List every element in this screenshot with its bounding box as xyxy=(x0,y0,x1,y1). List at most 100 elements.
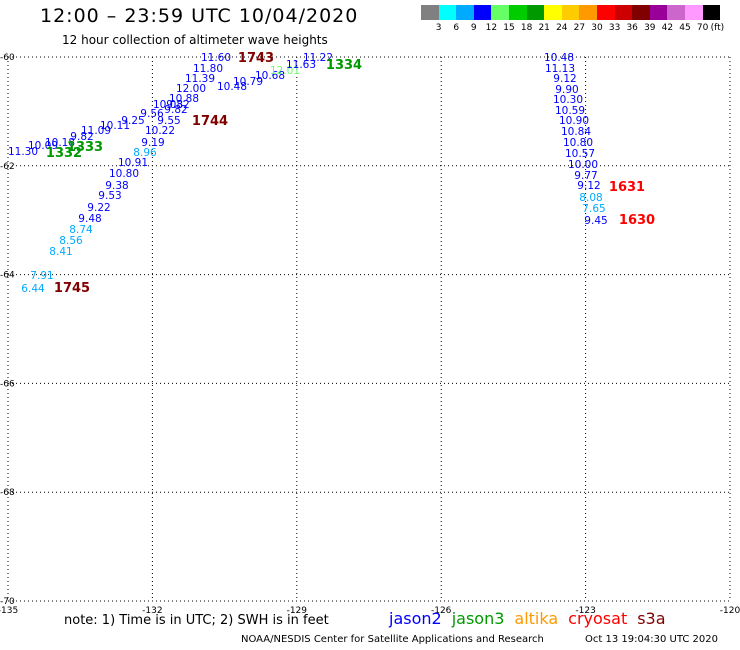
colorbar-swatch xyxy=(508,5,527,20)
colorbar-label: 6 xyxy=(453,23,460,33)
swh-point-label: 10.03 xyxy=(153,99,183,111)
swh-point-label: 10.30 xyxy=(553,94,583,106)
colorbar-label: 45 xyxy=(679,23,691,33)
swh-point-label: 10.68 xyxy=(255,70,285,82)
pass-time-label: 1334 xyxy=(326,58,362,73)
swh-point-label: 9.82 xyxy=(70,131,93,143)
swh-point-label: 9.48 xyxy=(78,213,101,225)
colorbar-swatch xyxy=(438,5,457,20)
swh-point-label: 9.82 xyxy=(164,104,187,116)
y-tick-label: -70 xyxy=(0,597,15,607)
page-title: 12:00 – 23:59 UTC 10/04/2020 xyxy=(40,5,359,27)
swh-point-label: 11.13 xyxy=(545,63,575,75)
colorbar-label: 70 xyxy=(696,23,709,33)
satellite-legend-item: cryosat xyxy=(568,609,628,628)
y-tick-label: -62 xyxy=(0,162,15,172)
colorbar-label: 42 xyxy=(661,23,674,33)
swh-point-label: 10.80 xyxy=(563,137,593,149)
colorbar-swatch xyxy=(526,5,545,20)
colorbar-swatch xyxy=(491,5,509,20)
satellite-legend-item: s3a xyxy=(637,609,666,628)
colorbar-swatch xyxy=(632,5,650,20)
swh-point-label: 12.01 xyxy=(270,65,300,77)
colorbar-swatch xyxy=(561,5,580,20)
footer-org: NOAA/NESDIS Center for Satellite Applica… xyxy=(241,634,544,645)
pass-time-label: 1745 xyxy=(54,281,90,296)
pass-time-label: 1332 xyxy=(46,146,82,161)
swh-point-label: 10.59 xyxy=(555,105,585,117)
y-tick-label: -66 xyxy=(0,379,15,389)
colorbar-label: 27 xyxy=(573,23,586,33)
satellite-legend-item: jason3 xyxy=(451,609,505,628)
swh-point-label: 10.48 xyxy=(217,81,247,93)
swh-point-label: 9.90 xyxy=(555,84,578,96)
swh-point-label: 10.88 xyxy=(169,93,199,105)
x-tick-label: -135 xyxy=(0,606,18,616)
colorbar-swatch xyxy=(702,5,721,20)
y-tick-label: -68 xyxy=(0,488,15,498)
colorbar-label: 24 xyxy=(556,23,568,33)
swh-point-label: 10.91 xyxy=(118,157,148,169)
swh-point-label: 9.19 xyxy=(141,137,164,149)
colorbar-swatch xyxy=(456,5,474,20)
swh-colorbar xyxy=(421,5,721,20)
swh-point-label: 11.80 xyxy=(193,63,223,75)
colorbar-swatch xyxy=(579,5,597,20)
colorbar-swatch xyxy=(684,5,703,20)
colorbar-label: 36 xyxy=(626,23,638,33)
x-tick-label: -129 xyxy=(287,606,308,616)
x-tick-label: -120 xyxy=(720,606,740,616)
swh-point-label: 11.63 xyxy=(286,59,316,71)
swh-point-label: 10.18 xyxy=(45,137,75,149)
y-tick-label: -60 xyxy=(0,53,15,63)
swh-point-label: 8.41 xyxy=(49,246,72,258)
swh-point-label: 9.77 xyxy=(574,170,597,182)
pass-time-label: 1743 xyxy=(238,51,274,66)
swh-point-label: 9.12 xyxy=(577,180,600,192)
footer: NOAA/NESDIS Center for Satellite Applica… xyxy=(241,634,740,645)
colorbar-label: 15 xyxy=(503,23,515,33)
colorbar-label: 9 xyxy=(470,23,477,33)
colorbar-label: 30 xyxy=(591,23,603,33)
swh-point-label: 10.11 xyxy=(100,120,130,132)
swh-point-label: 9.56 xyxy=(140,108,164,120)
pass-time-label: 1333 xyxy=(67,140,103,155)
swh-point-label: 11.30 xyxy=(8,146,38,158)
swh-point-label: 11.22 xyxy=(303,52,333,64)
colorbar-swatch xyxy=(667,5,685,20)
swh-point-label: 11.60 xyxy=(201,52,231,64)
x-tick-label: -123 xyxy=(575,606,595,616)
swh-point-label: 10.57 xyxy=(565,148,595,160)
swh-point-label: 8.08 xyxy=(579,192,602,204)
swh-point-label: 8.96 xyxy=(133,147,157,159)
swh-point-label: 10.22 xyxy=(145,125,175,137)
satellite-legend-item: altika xyxy=(514,609,559,628)
x-tick-label: -132 xyxy=(142,606,162,616)
colorbar-label: 3 xyxy=(435,23,442,33)
swh-point-label: 10.79 xyxy=(233,76,263,88)
footer-timestamp: Oct 13 19:04:30 UTC 2020 xyxy=(585,634,718,645)
swh-point-label: 9.38 xyxy=(105,180,128,192)
swh-point-label: 9.22 xyxy=(87,202,110,214)
swh-point-label: 12.00 xyxy=(176,83,206,95)
pass-time-label: 1630 xyxy=(619,213,655,228)
units-note: note: 1) Time is in UTC; 2) SWH is in fe… xyxy=(64,613,329,628)
swh-point-label: 10.84 xyxy=(561,126,591,138)
swh-point-label: 9.12 xyxy=(553,73,576,85)
swh-point-label: 9.25 xyxy=(121,115,144,127)
colorbar-label: 39 xyxy=(644,23,656,33)
satellite-legend-item: jason2 xyxy=(389,609,442,628)
page-subtitle: 12 hour collection of altimeter wave hei… xyxy=(62,33,328,47)
swh-point-label: 10.90 xyxy=(559,115,589,127)
swh-point-label: 9.53 xyxy=(98,190,121,202)
swh-point-label: 10.80 xyxy=(109,168,139,180)
colorbar-label: 33 xyxy=(608,23,621,33)
pass-time-label: 1744 xyxy=(192,114,228,129)
x-tick-label: -126 xyxy=(431,606,452,616)
colorbar-swatch xyxy=(614,5,633,20)
colorbar-swatch xyxy=(596,5,615,20)
swh-point-label: 10.09 xyxy=(28,140,58,152)
colorbar-label: 12 xyxy=(485,23,498,33)
